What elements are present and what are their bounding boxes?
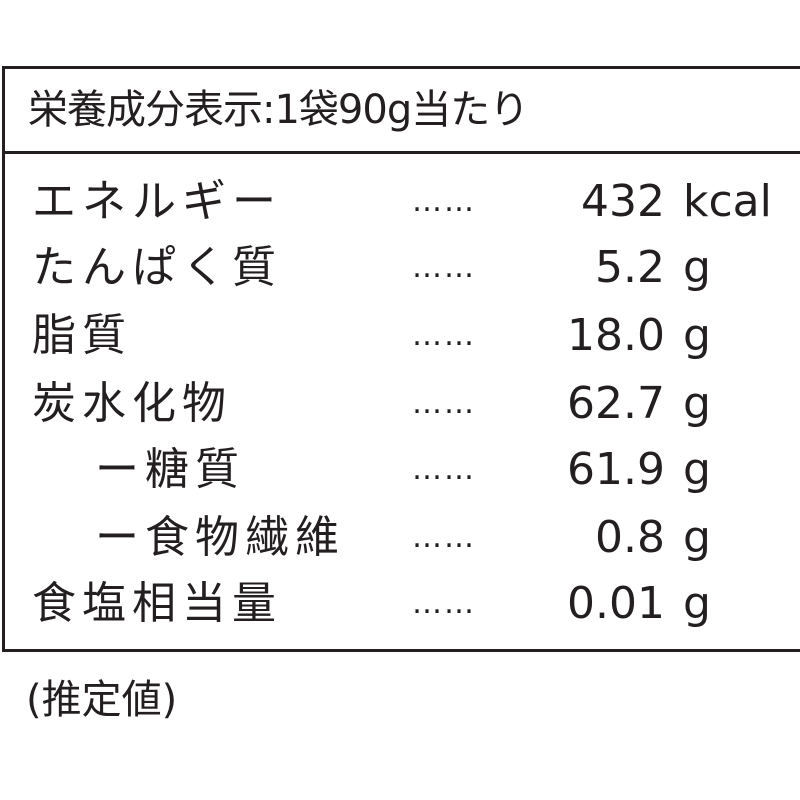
- nutrient-value: 0.8: [595, 512, 665, 563]
- nutrient-row: エネルギー …… 432 kcal: [0, 172, 800, 232]
- nutrient-label: エネルギー: [32, 176, 282, 227]
- header-divider: [2, 151, 800, 154]
- nutrient-row: 脂質 …… 18.0 g: [0, 306, 800, 366]
- nutrient-value: 0.01: [567, 578, 665, 629]
- nutrient-label: 炭水化物: [32, 378, 232, 429]
- leader-dots: ……: [412, 250, 476, 285]
- nutrient-unit: g: [683, 242, 711, 293]
- nutrition-table-border: [2, 66, 800, 652]
- nutrient-value: 62.7: [567, 378, 665, 429]
- nutrient-row: ー食物繊維 …… 0.8 g: [0, 508, 800, 568]
- leader-dots: ……: [412, 318, 476, 353]
- leader-dots: ……: [412, 520, 476, 555]
- nutrient-row: たんぱく質 …… 5.2 g: [0, 238, 800, 298]
- nutrient-label: ー糖質: [95, 444, 245, 495]
- nutrient-unit: g: [683, 444, 711, 495]
- leader-dots: ……: [412, 386, 476, 421]
- estimated-note: (推定値): [26, 677, 178, 723]
- nutrient-unit: g: [683, 310, 711, 361]
- nutrient-value: 432: [581, 176, 665, 227]
- nutrient-row: 炭水化物 …… 62.7 g: [0, 374, 800, 434]
- nutrient-value: 5.2: [595, 242, 665, 293]
- nutrient-unit: g: [683, 378, 711, 429]
- nutrient-label: ー食物繊維: [95, 512, 345, 563]
- leader-dots: ……: [412, 452, 476, 487]
- nutrient-row: ー糖質 …… 61.9 g: [0, 440, 800, 500]
- nutrient-label: たんぱく質: [32, 242, 282, 293]
- nutrient-label: 脂質: [32, 310, 132, 361]
- nutrient-unit: kcal: [683, 176, 772, 227]
- nutrient-value: 61.9: [567, 444, 665, 495]
- leader-dots: ……: [412, 184, 476, 219]
- leader-dots: ……: [412, 586, 476, 621]
- nutrient-value: 18.0: [567, 310, 665, 361]
- nutrition-title: 栄養成分表示:1袋90g当たり: [28, 87, 529, 133]
- nutrient-unit: g: [683, 512, 711, 563]
- nutrient-label: 食塩相当量: [32, 578, 282, 629]
- nutrient-unit: g: [683, 578, 711, 629]
- nutrient-row: 食塩相当量 …… 0.01 g: [0, 574, 800, 634]
